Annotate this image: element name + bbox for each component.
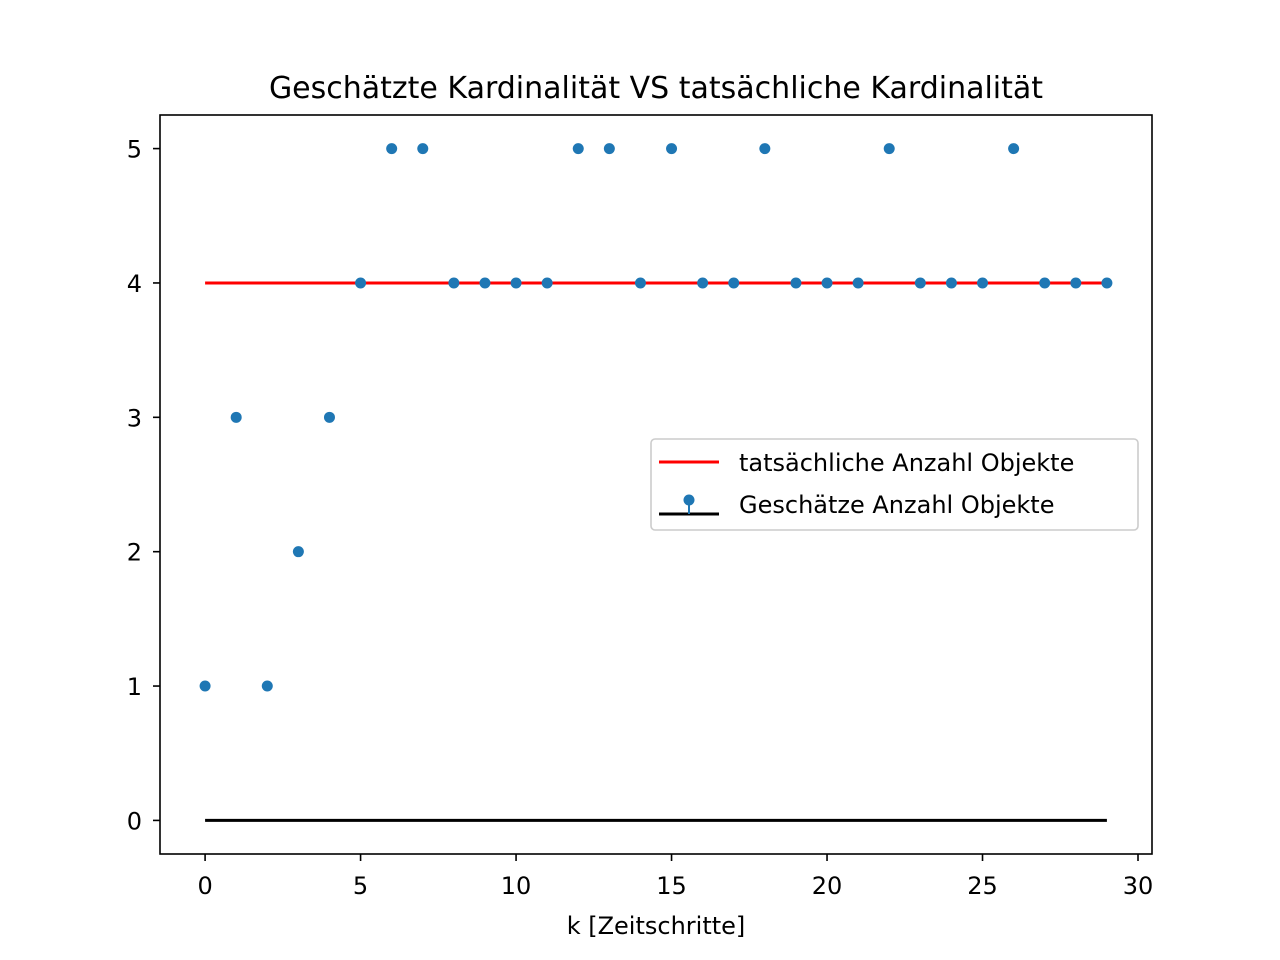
x-tick-label: 30 [1123,872,1154,900]
estimated-point [821,277,833,289]
x-tick-label: 5 [353,872,368,900]
estimated-point [977,277,989,289]
estimated-point [728,277,740,289]
y-tick-label: 5 [127,136,142,164]
estimated-point [1070,277,1082,289]
estimated-point [1101,277,1113,289]
estimated-point [1039,277,1051,289]
estimated-point [541,277,553,289]
estimated-point [572,143,584,155]
estimated-point [510,277,522,289]
estimated-point [945,277,957,289]
estimated-point [1008,143,1020,155]
chart-title: Geschätzte Kardinalität VS tatsächliche … [269,71,1043,106]
legend-box [650,438,1139,531]
legend: tatsächliche Anzahl Objekte Geschätze An… [650,438,1139,531]
estimated-point [634,277,646,289]
estimated-point [759,143,771,155]
legend-label-estimated: Geschätze Anzahl Objekte [739,491,1054,519]
y-tick-label: 4 [127,270,142,298]
estimated-point [292,546,304,558]
estimated-point [448,277,460,289]
y-tick-label: 2 [127,539,142,567]
estimated-point [914,277,926,289]
estimated-point [852,277,864,289]
estimated-point [261,680,273,692]
estimated-point [355,277,367,289]
y-tick-label: 3 [127,404,142,432]
estimated-point [666,143,678,155]
estimated-point [479,277,491,289]
estimated-point [323,411,335,423]
x-tick-label: 10 [501,872,532,900]
axis-ticks: 0 5 10 15 20 25 30 0 1 2 3 4 5 [127,136,1154,900]
estimated-point [417,143,429,155]
y-tick-label: 0 [127,807,142,835]
estimated-point [230,411,242,423]
axes-frame [159,114,1153,855]
estimated-point [199,680,211,692]
estimated-point [697,277,709,289]
estimated-point [883,143,895,155]
x-tick-label: 20 [812,872,843,900]
x-tick-label: 0 [197,872,212,900]
estimated-point [603,143,615,155]
legend-point-marker [683,494,695,506]
legend-label-actual: tatsächliche Anzahl Objekte [739,449,1074,477]
estimated-point [386,143,398,155]
x-tick-label: 15 [656,872,687,900]
plot-area [199,143,1113,822]
y-tick-label: 1 [127,673,142,701]
x-axis-label: k [Zeitschritte] [567,912,746,940]
x-tick-label: 25 [967,872,998,900]
estimated-point [790,277,802,289]
